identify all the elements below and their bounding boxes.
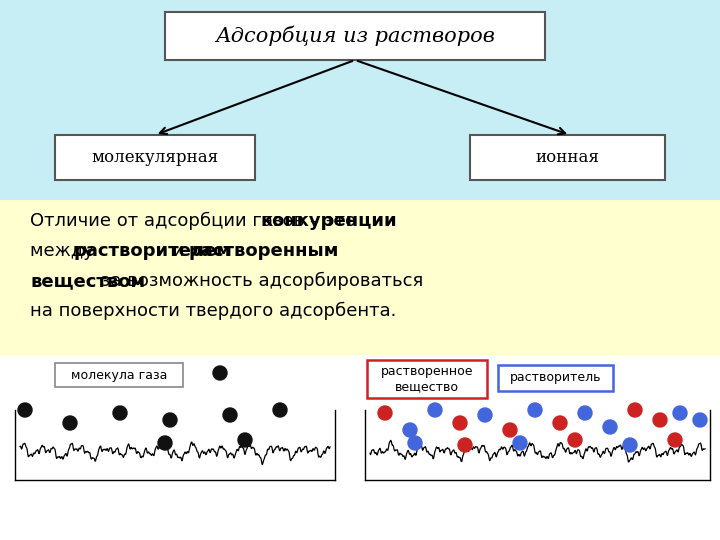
FancyBboxPatch shape xyxy=(367,360,487,398)
Text: веществом: веществом xyxy=(30,272,145,290)
Circle shape xyxy=(458,438,472,452)
Circle shape xyxy=(553,416,567,430)
Text: Адсорбция из растворов: Адсорбция из растворов xyxy=(215,26,495,46)
Circle shape xyxy=(163,413,177,427)
Circle shape xyxy=(378,406,392,420)
Circle shape xyxy=(503,423,517,437)
Circle shape xyxy=(273,403,287,417)
Circle shape xyxy=(408,436,422,450)
Text: растворенное
вещество: растворенное вещество xyxy=(381,365,473,393)
Circle shape xyxy=(428,403,442,417)
FancyBboxPatch shape xyxy=(470,135,665,180)
Circle shape xyxy=(578,406,592,420)
Circle shape xyxy=(158,436,172,450)
Text: молекулярная: молекулярная xyxy=(91,149,219,166)
Bar xyxy=(0,355,720,540)
Circle shape xyxy=(528,403,542,417)
Text: на поверхности твердого адсорбента.: на поверхности твердого адсорбента. xyxy=(30,302,397,320)
Text: и: и xyxy=(167,242,190,260)
Circle shape xyxy=(673,406,687,420)
FancyBboxPatch shape xyxy=(55,135,255,180)
Circle shape xyxy=(223,408,237,422)
Text: между: между xyxy=(30,242,99,260)
Circle shape xyxy=(668,433,682,447)
Circle shape xyxy=(113,406,127,420)
Text: конкуренции: конкуренции xyxy=(261,212,397,230)
Circle shape xyxy=(628,403,642,417)
Circle shape xyxy=(623,438,637,452)
Circle shape xyxy=(238,433,252,447)
Circle shape xyxy=(653,413,667,427)
Bar xyxy=(0,0,720,200)
Bar xyxy=(0,200,720,355)
Circle shape xyxy=(568,433,582,447)
Text: растворителем: растворителем xyxy=(73,242,231,260)
Circle shape xyxy=(603,420,617,434)
FancyBboxPatch shape xyxy=(165,12,545,60)
Text: молекула газа: молекула газа xyxy=(71,368,167,381)
Circle shape xyxy=(213,366,227,380)
FancyBboxPatch shape xyxy=(55,363,183,387)
Text: растворенным: растворенным xyxy=(189,242,339,260)
Circle shape xyxy=(513,436,527,450)
Text: ионная: ионная xyxy=(536,149,600,166)
Circle shape xyxy=(693,413,707,427)
Circle shape xyxy=(478,408,492,422)
Text: за возможность адсорбироваться: за возможность адсорбироваться xyxy=(95,272,423,291)
Text: растворитель: растворитель xyxy=(510,372,601,384)
Text: Отличие от адсорбции газов – это: Отличие от адсорбции газов – это xyxy=(30,212,361,230)
Circle shape xyxy=(403,423,417,437)
Circle shape xyxy=(18,403,32,417)
Circle shape xyxy=(453,416,467,430)
Circle shape xyxy=(63,416,77,430)
FancyBboxPatch shape xyxy=(498,365,613,391)
